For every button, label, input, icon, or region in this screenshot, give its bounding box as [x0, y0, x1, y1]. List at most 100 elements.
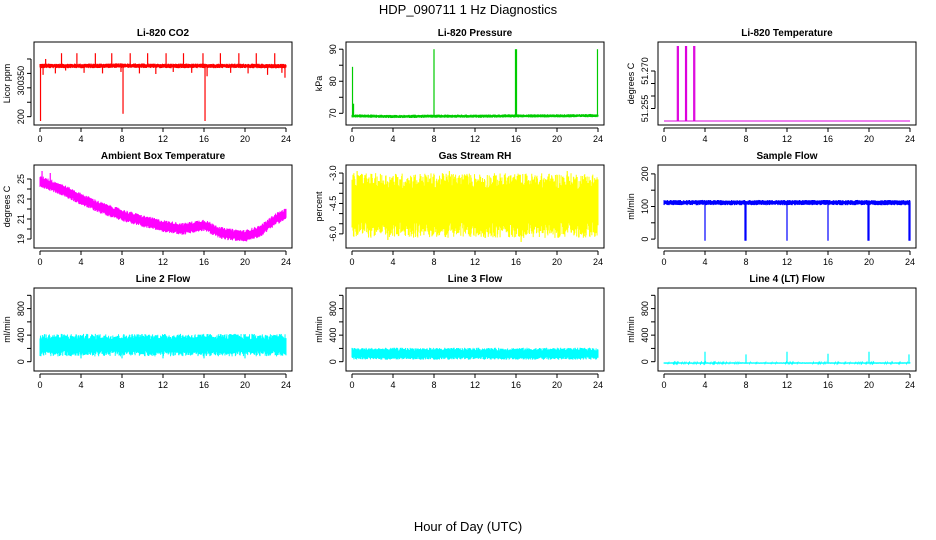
x-tick-label: 12 — [470, 134, 480, 144]
y-tick-label: 80 — [328, 76, 338, 86]
y-tick-label: 400 — [640, 328, 650, 343]
y-axis-label: ml/min — [2, 316, 12, 343]
figure-title: HDP_090711 1 Hz Diagnostics — [379, 2, 558, 17]
x-tick-label: 0 — [37, 380, 42, 390]
x-tick-label: 16 — [511, 380, 521, 390]
x-tick-label: 24 — [281, 257, 291, 267]
y-axis-label: ml/min — [314, 316, 324, 343]
x-tick-label: 0 — [349, 257, 354, 267]
x-tick-label: 8 — [119, 257, 124, 267]
y-tick-label: 51.270 — [640, 57, 650, 85]
x-tick-label: 12 — [782, 257, 792, 267]
x-tick-label: 16 — [199, 257, 209, 267]
series-line — [664, 46, 910, 122]
x-tick-label: 16 — [199, 380, 209, 390]
x-tick-label: 20 — [864, 134, 874, 144]
panel-title: Li-820 CO2 — [137, 28, 190, 39]
series-band — [351, 347, 599, 360]
x-tick-label: 16 — [823, 257, 833, 267]
y-tick-label: 300 — [16, 80, 26, 95]
y-tick-label: 0 — [640, 237, 650, 242]
y-tick-label: 400 — [328, 328, 338, 343]
x-tick-label: 4 — [702, 257, 707, 267]
x-tick-label: 12 — [158, 380, 168, 390]
x-tick-label: 4 — [390, 257, 395, 267]
plot-frame — [33, 287, 293, 372]
x-tick-label: 8 — [431, 257, 436, 267]
panel-title: Line 2 Flow — [136, 274, 191, 285]
y-tick-label: 800 — [640, 301, 650, 316]
y-tick-label: 200 — [640, 166, 650, 181]
y-axis-label: degrees C — [2, 185, 12, 227]
panel-title: Line 3 Flow — [448, 274, 503, 285]
x-tick-label: 16 — [199, 134, 209, 144]
y-tick-label: 0 — [640, 359, 650, 364]
y-tick-label: 25 — [16, 174, 26, 184]
y-tick-label: 0 — [328, 359, 338, 364]
plot-frame — [345, 41, 605, 126]
series-line — [39, 333, 287, 359]
x-tick-label: 8 — [431, 134, 436, 144]
x-tick-label: 0 — [37, 257, 42, 267]
x-tick-label: 12 — [470, 380, 480, 390]
x-tick-label: 20 — [552, 257, 562, 267]
x-tick-label: 24 — [281, 380, 291, 390]
x-tick-label: 0 — [661, 257, 666, 267]
x-axis-label: Hour of Day (UTC) — [414, 519, 522, 534]
panel-9: Line 4 (LT) Flow 0 4 8 12 16 20 24 0 400 800 ml/min — [626, 274, 917, 390]
y-tick-label: 200 — [16, 109, 26, 124]
y-tick-label: 19 — [16, 234, 26, 244]
y-tick-label: 21 — [16, 214, 26, 224]
panel-6: Sample Flow 0 4 8 12 16 20 24 0 100 200 ml/min — [626, 151, 917, 267]
x-tick-label: 20 — [864, 257, 874, 267]
x-tick-label: 16 — [511, 257, 521, 267]
x-tick-label: 12 — [782, 134, 792, 144]
x-tick-label: 24 — [593, 257, 603, 267]
series-line — [663, 199, 911, 241]
y-tick-label: -4.5 — [328, 196, 338, 212]
plot-frame — [657, 41, 917, 126]
x-tick-label: 4 — [702, 380, 707, 390]
panel-5: Gas Stream RH 0 4 8 12 16 20 24 -6.0 -4.5 -3.0 perc… — [314, 151, 605, 267]
series-band — [351, 113, 599, 119]
y-tick-label: 51.255 — [640, 95, 650, 123]
y-axis-label: kPa — [314, 76, 324, 92]
series-band — [39, 63, 287, 69]
y-axis-label: Licor ppm — [2, 64, 12, 104]
series-line — [351, 171, 599, 242]
x-tick-label: 12 — [782, 380, 792, 390]
panel-8: Line 3 Flow 0 4 8 12 16 20 24 0 400 800 ml/min — [314, 274, 605, 390]
x-tick-label: 20 — [240, 257, 250, 267]
x-tick-label: 24 — [905, 134, 915, 144]
x-tick-label: 20 — [552, 380, 562, 390]
series-line — [39, 171, 287, 242]
x-tick-label: 4 — [78, 134, 83, 144]
panel-4: Ambient Box Temperature 0 4 8 12 16 20 24 19 21 23… — [2, 151, 293, 267]
panel-title: Li-820 Temperature — [741, 28, 833, 39]
x-tick-label: 20 — [552, 134, 562, 144]
panel-title: Li-820 Pressure — [438, 28, 513, 39]
x-tick-label: 24 — [593, 380, 603, 390]
y-tick-label: 800 — [328, 301, 338, 316]
y-tick-label: 23 — [16, 194, 26, 204]
panel-title: Line 4 (LT) Flow — [749, 274, 825, 285]
y-tick-label: 800 — [16, 301, 26, 316]
y-tick-label: 0 — [16, 359, 26, 364]
x-tick-label: 20 — [864, 380, 874, 390]
x-tick-label: 24 — [905, 380, 915, 390]
x-tick-label: 4 — [390, 134, 395, 144]
x-tick-label: 8 — [743, 257, 748, 267]
panel-title: Gas Stream RH — [439, 151, 512, 162]
x-tick-label: 12 — [158, 257, 168, 267]
panel-3: Li-820 Temperature 0 4 8 12 16 20 24 51.255 51.27… — [626, 28, 917, 144]
x-tick-label: 24 — [593, 134, 603, 144]
x-tick-label: 0 — [37, 134, 42, 144]
panel-title: Ambient Box Temperature — [101, 151, 226, 162]
plot-frame — [657, 287, 917, 372]
x-tick-label: 12 — [470, 257, 480, 267]
x-tick-label: 0 — [349, 134, 354, 144]
x-tick-label: 8 — [119, 134, 124, 144]
